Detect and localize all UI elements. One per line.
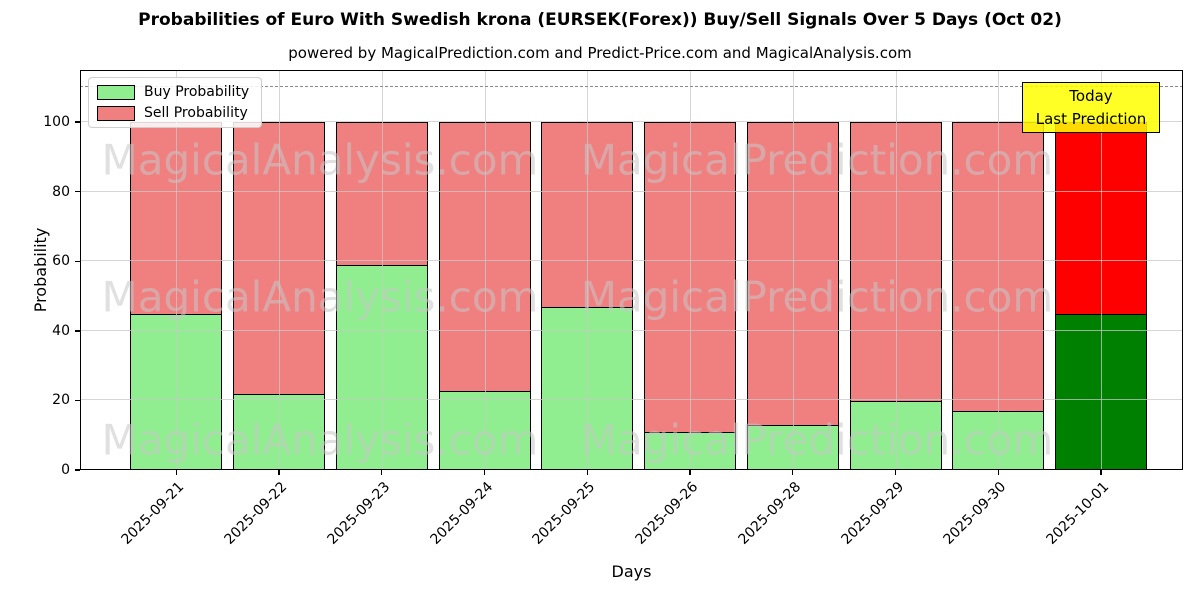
y-tick-label: 60 (52, 253, 70, 270)
sell-bar-segment (233, 122, 326, 395)
x-tick-mark (689, 470, 691, 475)
sell-bar-segment (1055, 122, 1148, 315)
y-tick-mark (75, 191, 80, 193)
y-tick-mark (75, 399, 80, 402)
x-tick-mark (483, 470, 486, 475)
plot-area: MagicalAnalysis.com MagicalPrediction.com… (80, 70, 1183, 470)
chart-title: Probabilities of Euro With Swedish krona… (138, 10, 1062, 30)
buy-bar-segment (746, 424, 839, 470)
buy-bar-segment (233, 393, 326, 470)
x-tick-mark (894, 470, 897, 475)
x-tick-mark (586, 470, 588, 475)
y-tick-mark (75, 330, 80, 332)
buy-bar-segment (541, 306, 634, 470)
y-tick-mark (75, 260, 80, 262)
buy-bar-segment (952, 410, 1045, 470)
legend-label: Sell Probability (144, 105, 248, 121)
sell-bar-segment (644, 122, 737, 434)
legend-row: Buy Probability (97, 84, 249, 100)
y-tick-mark (75, 469, 80, 471)
x-axis-label: Days (611, 562, 652, 581)
today-annotation-box: Today Last Prediction (1022, 82, 1160, 133)
y-tick-mark (75, 121, 80, 123)
buy-bar-segment (130, 313, 223, 470)
legend-swatch (97, 105, 135, 121)
buy-bar-segment (438, 390, 531, 470)
legend-swatch (97, 84, 135, 100)
buy-bar-segment (1055, 313, 1148, 470)
y-tick-label: 40 (52, 322, 70, 339)
today-annotation-line2: Last Prediction (1035, 109, 1147, 128)
y-tick-label: 0 (61, 462, 70, 478)
x-tick-mark (1100, 470, 1102, 475)
sell-bar-segment (849, 122, 942, 402)
chart-subtitle: powered by MagicalPrediction.com and Pre… (288, 44, 912, 62)
x-tick-label: 2025-09-21 (118, 479, 188, 548)
legend: Buy Probability Sell Probability (88, 77, 263, 128)
x-tick-mark (175, 470, 177, 475)
y-tick-label: 20 (52, 392, 70, 409)
x-tick-mark (278, 470, 280, 475)
sell-bar-segment (438, 122, 531, 392)
sell-bar-segment (541, 122, 634, 309)
sell-bar-segment (130, 122, 223, 315)
x-tick-mark (381, 470, 383, 475)
buy-bar-segment (849, 400, 942, 470)
sell-bar-segment (746, 122, 839, 427)
y-tick-label: 80 (52, 183, 70, 200)
sell-bar-segment (335, 122, 428, 267)
x-tick-mark (792, 470, 794, 475)
today-annotation-line1: Today (1069, 87, 1113, 105)
legend-row: Sell Probability (97, 105, 249, 121)
buy-bar-segment (644, 431, 737, 470)
x-tick-mark (997, 470, 999, 475)
legend-label: Buy Probability (144, 84, 250, 100)
buy-bar-segment (335, 264, 428, 470)
y-axis-label: Probability (30, 227, 50, 313)
y-tick-label: 100 (43, 114, 70, 131)
sell-bar-segment (952, 122, 1045, 413)
